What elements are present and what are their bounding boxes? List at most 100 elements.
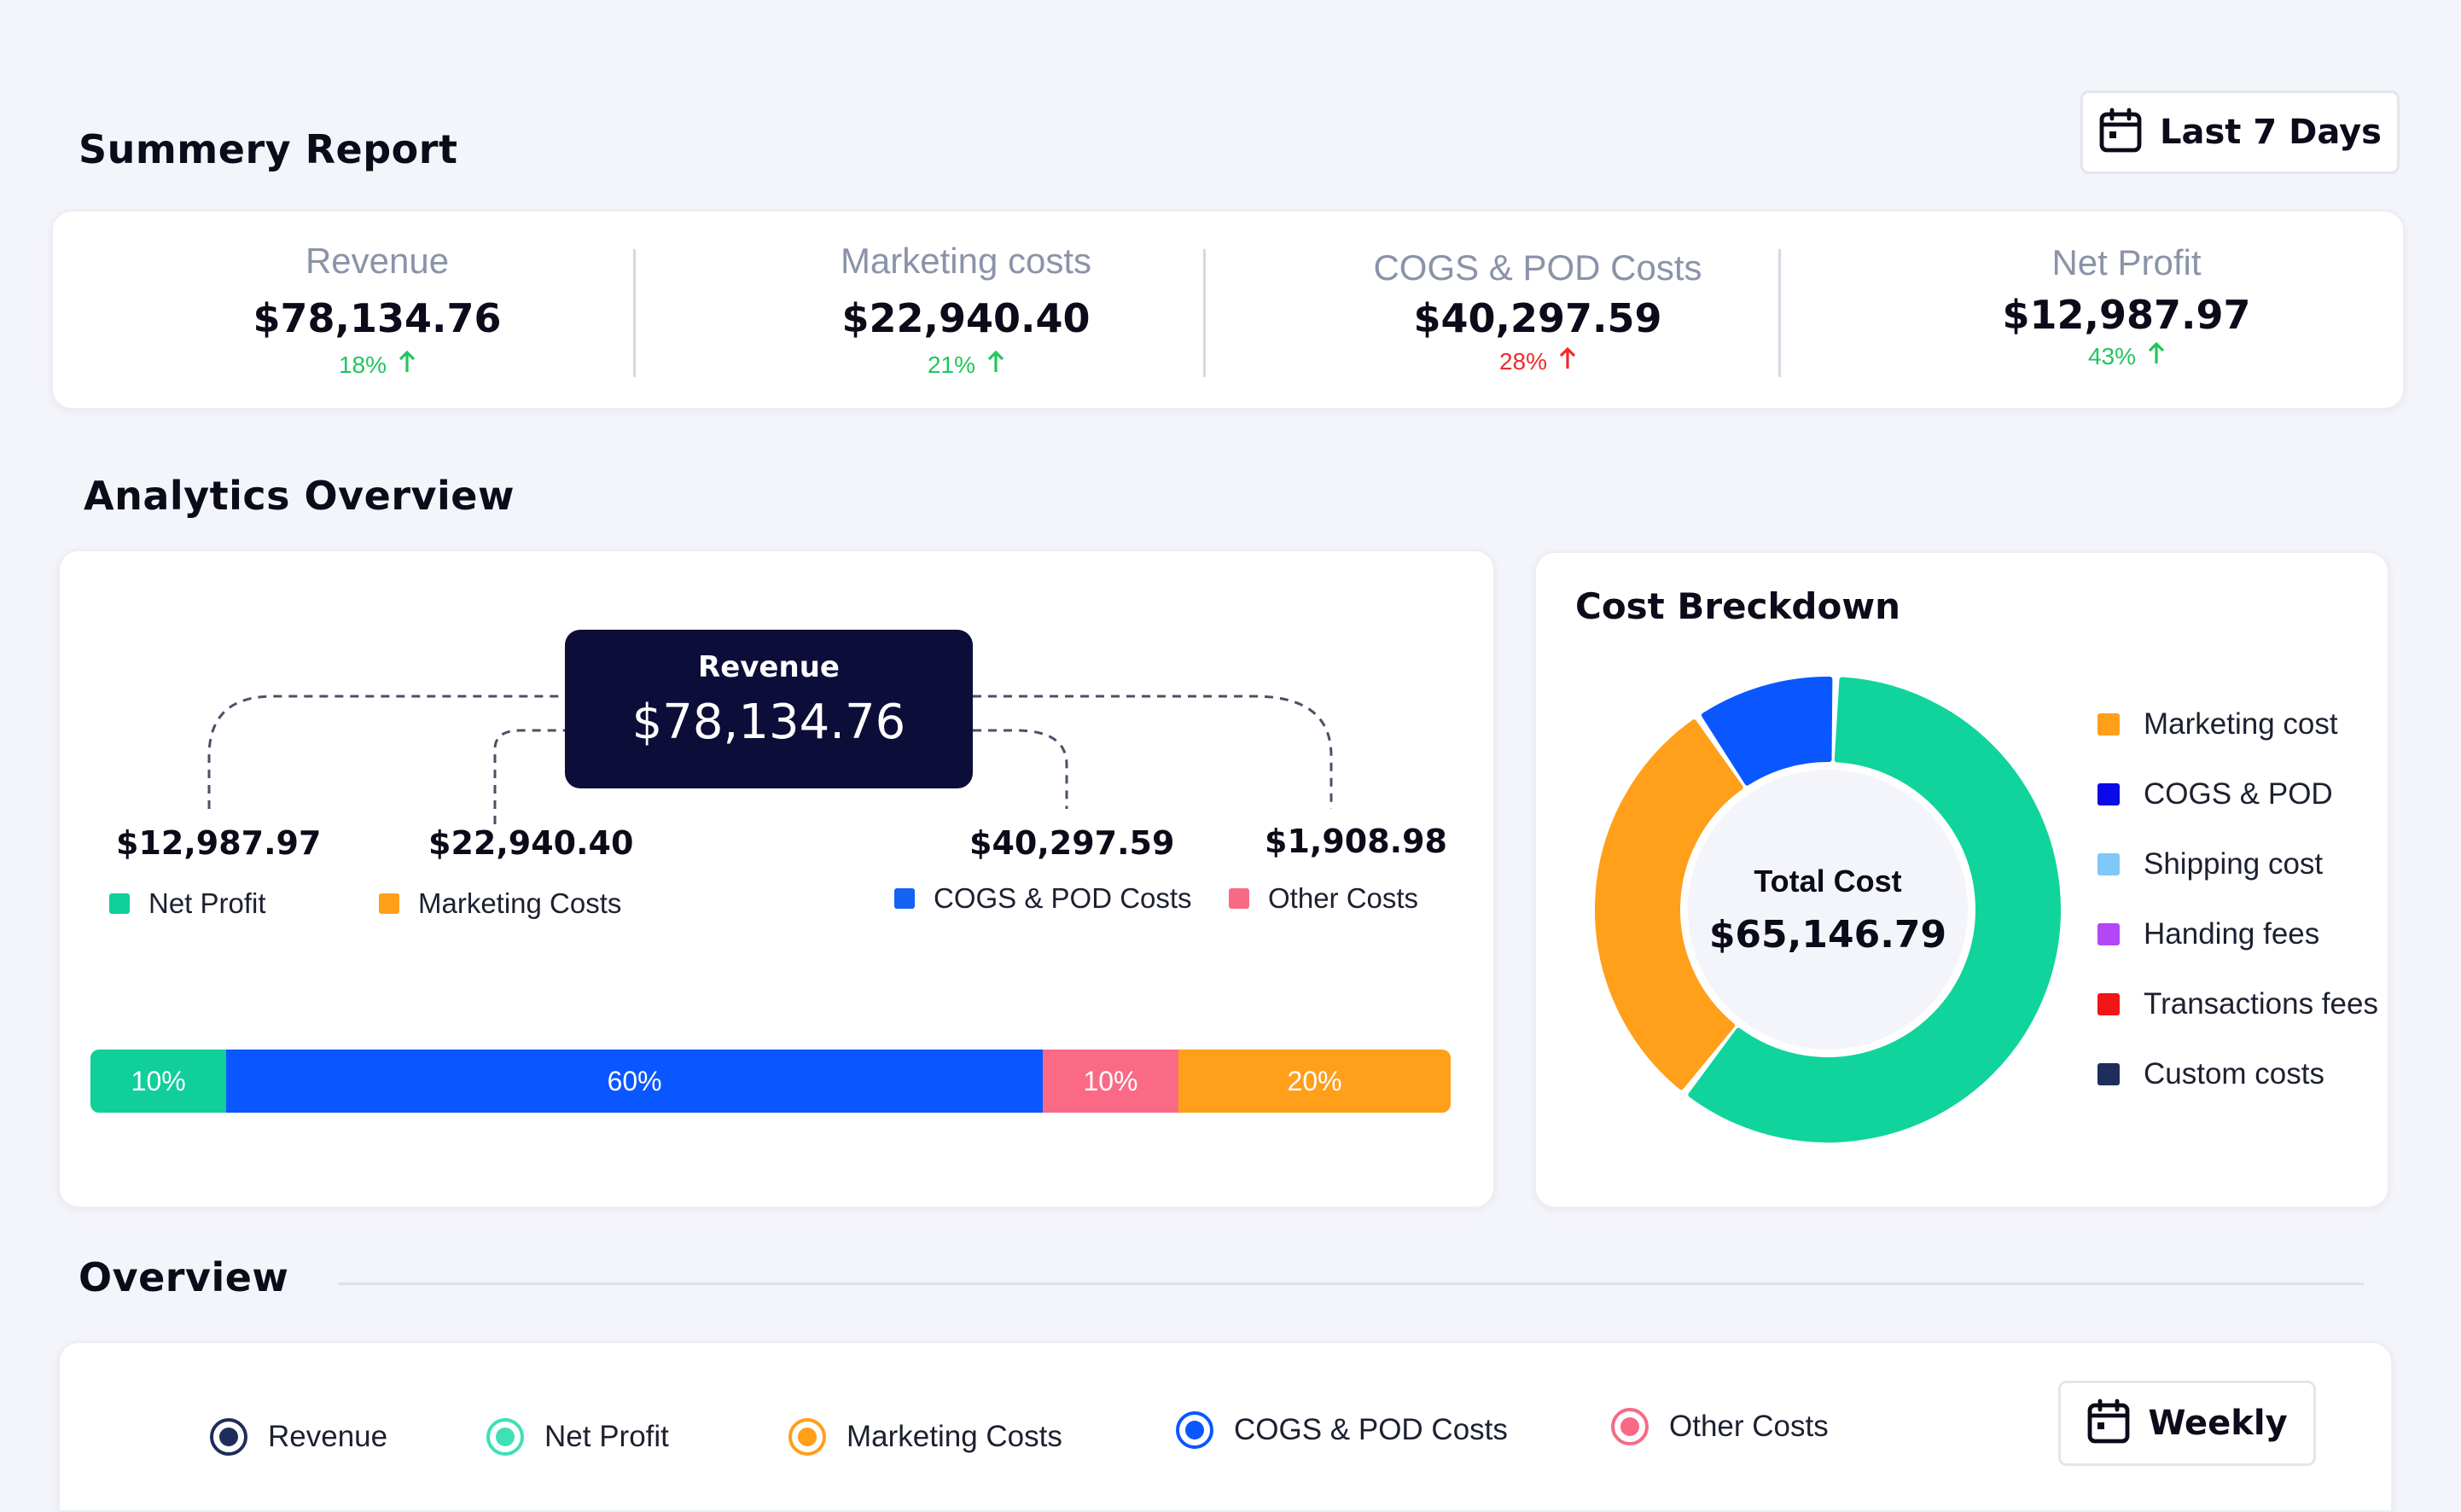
- calendar-icon: [2086, 1399, 2131, 1449]
- kpi-value: $22,940.40: [841, 295, 1091, 341]
- donut-slice-marketing-cost: [1595, 719, 1743, 1090]
- radio-icon: [788, 1418, 826, 1456]
- revenue-box-label: Revenue: [698, 650, 840, 684]
- net-profit-amount: $12,987.97: [116, 824, 322, 862]
- cb-legend-label: Shipping cost: [2144, 847, 2324, 881]
- swatch: [2097, 1063, 2120, 1085]
- overview-legend-marketing-costs[interactable]: Marketing Costs: [788, 1418, 1062, 1456]
- swatch: [2097, 713, 2120, 736]
- overview-legend-net-profit[interactable]: Net Profit: [486, 1418, 669, 1456]
- cb-legend-marketing-cost: Marketing cost: [2097, 689, 2378, 759]
- kpi-revenue: Revenue $78,134.76 18%: [207, 212, 548, 408]
- radio-icon: [1176, 1411, 1213, 1449]
- radio-icon: [486, 1418, 524, 1456]
- kpi-change-value: 43%: [2087, 342, 2137, 369]
- marketing-costs-swatch: [379, 893, 399, 914]
- cb-legend-label: Marketing cost: [2144, 707, 2338, 741]
- date-range-button[interactable]: Last 7 Days: [2080, 90, 2400, 174]
- total-cost-label: Total Cost: [1754, 863, 1902, 898]
- arrow-up-icon: [1559, 346, 1576, 376]
- legend-marketing-costs: Marketing Costs: [379, 887, 621, 920]
- cost-breakdown-donut: [1595, 677, 2061, 1143]
- revenue-total-box: Revenue $78,134.76: [565, 630, 973, 788]
- analytics-title: Analytics Overview: [84, 473, 515, 519]
- overview-legend-cogs-pod-costs[interactable]: COGS & POD Costs: [1176, 1411, 1508, 1449]
- kpi-change-value: 21%: [927, 351, 976, 378]
- analytics-card: Revenue $78,134.76 $12,987.97 Net Profit…: [58, 550, 1495, 1208]
- bar-segment-3: 20%: [1178, 1050, 1451, 1113]
- overview-legend-revenue[interactable]: Revenue: [210, 1418, 387, 1456]
- total-cost-value: $65,146.79: [1708, 912, 1947, 957]
- overview-card: Revenue Net Profit Marketing Costs COGS …: [58, 1341, 2393, 1512]
- swatch: [2097, 923, 2120, 945]
- cb-legend-label: Transactions fees: [2144, 987, 2378, 1021]
- divider: [633, 249, 636, 377]
- radio-icon: [210, 1418, 247, 1456]
- bar-segment-1: 60%: [226, 1050, 1043, 1113]
- cb-legend-cogs-pod: COGS & POD: [2097, 759, 2378, 829]
- swatch: [2097, 993, 2120, 1015]
- overview-legend-label: Revenue: [268, 1420, 388, 1453]
- kpi-value: $12,987.97: [2002, 292, 2251, 338]
- swatch: [2097, 783, 2120, 805]
- kpi-label: Net Profit: [2051, 242, 2202, 282]
- cb-legend-transactions-fees: Transactions fees: [2097, 969, 2378, 1039]
- kpi-change: 21%: [928, 350, 1004, 380]
- cogs-pod-swatch: [894, 888, 915, 909]
- other-costs-amount: $1,908.98: [1265, 823, 1447, 860]
- kpi-value: $78,134.76: [253, 295, 502, 341]
- bar-segment-0: 10%: [90, 1050, 227, 1113]
- cost-share-bar: 10% 60% 10% 20%: [90, 1050, 1451, 1113]
- kpi-change-value: 28%: [1498, 347, 1548, 375]
- overview-legend-other-costs[interactable]: Other Costs: [1611, 1408, 1829, 1445]
- cb-legend-label: Custom costs: [2144, 1057, 2324, 1090]
- legend-label: Net Profit: [148, 887, 266, 919]
- cogs-pod-amount: $40,297.59: [969, 824, 1175, 862]
- other-costs-swatch: [1229, 888, 1249, 909]
- divider: [1203, 249, 1206, 377]
- donut-center: Total Cost $65,146.79: [1592, 674, 2063, 1145]
- divider: [1778, 249, 1781, 377]
- arrow-up-icon: [2148, 341, 2165, 371]
- overview-divider: [338, 1282, 2364, 1285]
- date-range-label: Last 7 Days: [2160, 113, 2382, 152]
- kpi-label: Revenue: [305, 241, 450, 281]
- overview-legend-label: COGS & POD Costs: [1234, 1413, 1508, 1446]
- legend-label: COGS & POD Costs: [934, 882, 1192, 914]
- net-profit-swatch: [109, 893, 130, 914]
- legend-label: Other Costs: [1268, 882, 1419, 914]
- kpi-marketing-costs: Marketing costs $22,940.40 21%: [795, 212, 1137, 408]
- revenue-box-value: $78,134.76: [631, 695, 906, 750]
- radio-icon: [1611, 1408, 1649, 1445]
- overview-legend-label: Marketing Costs: [847, 1420, 1062, 1453]
- cost-breakdown-title: Cost Breckdown: [1575, 585, 1901, 627]
- kpi-change-value: 18%: [338, 351, 387, 378]
- legend-label: Marketing Costs: [418, 887, 622, 919]
- kpi-cogs-pod-costs: COGS & POD Costs $40,297.59 28%: [1350, 212, 1725, 408]
- summary-title: Summery Report: [79, 126, 458, 172]
- calendar-icon: [2098, 108, 2143, 158]
- overview-title: Overview: [79, 1254, 289, 1300]
- swatch: [2097, 853, 2120, 875]
- kpi-net-profit: Net Profit $12,987.97 43%: [1956, 212, 2297, 408]
- kpi-change: 28%: [1499, 346, 1576, 376]
- summary-card: Revenue $78,134.76 18% Marketing costs $…: [51, 210, 2405, 410]
- overview-legend-label: Net Profit: [544, 1420, 669, 1453]
- marketing-costs-amount: $22,940.40: [428, 824, 634, 862]
- kpi-label: COGS & POD Costs: [1373, 247, 1702, 288]
- kpi-change: 18%: [339, 350, 416, 380]
- donut-slice-cogs-pod: [1701, 677, 1833, 786]
- donut-slice-shipping-cost: [1688, 677, 2061, 1143]
- legend-other-costs: Other Costs: [1229, 882, 1418, 915]
- weekly-button[interactable]: Weekly: [2058, 1381, 2316, 1466]
- revenue-connectors: [207, 695, 1333, 824]
- arrow-up-icon: [399, 350, 416, 380]
- legend-net-profit: Net Profit: [109, 887, 266, 920]
- cb-legend-shipping-cost: Shipping cost: [2097, 829, 2378, 899]
- donut-center-disc: [1688, 770, 1968, 1050]
- cost-breakdown-legend: Marketing cost COGS & POD Shipping cost …: [2097, 689, 2378, 1109]
- overview-legend-label: Other Costs: [1669, 1410, 1829, 1443]
- bar-segment-2: 10%: [1042, 1050, 1179, 1113]
- legend-cogs-pod-costs: COGS & POD Costs: [894, 882, 1192, 915]
- weekly-label: Weekly: [2148, 1404, 2288, 1443]
